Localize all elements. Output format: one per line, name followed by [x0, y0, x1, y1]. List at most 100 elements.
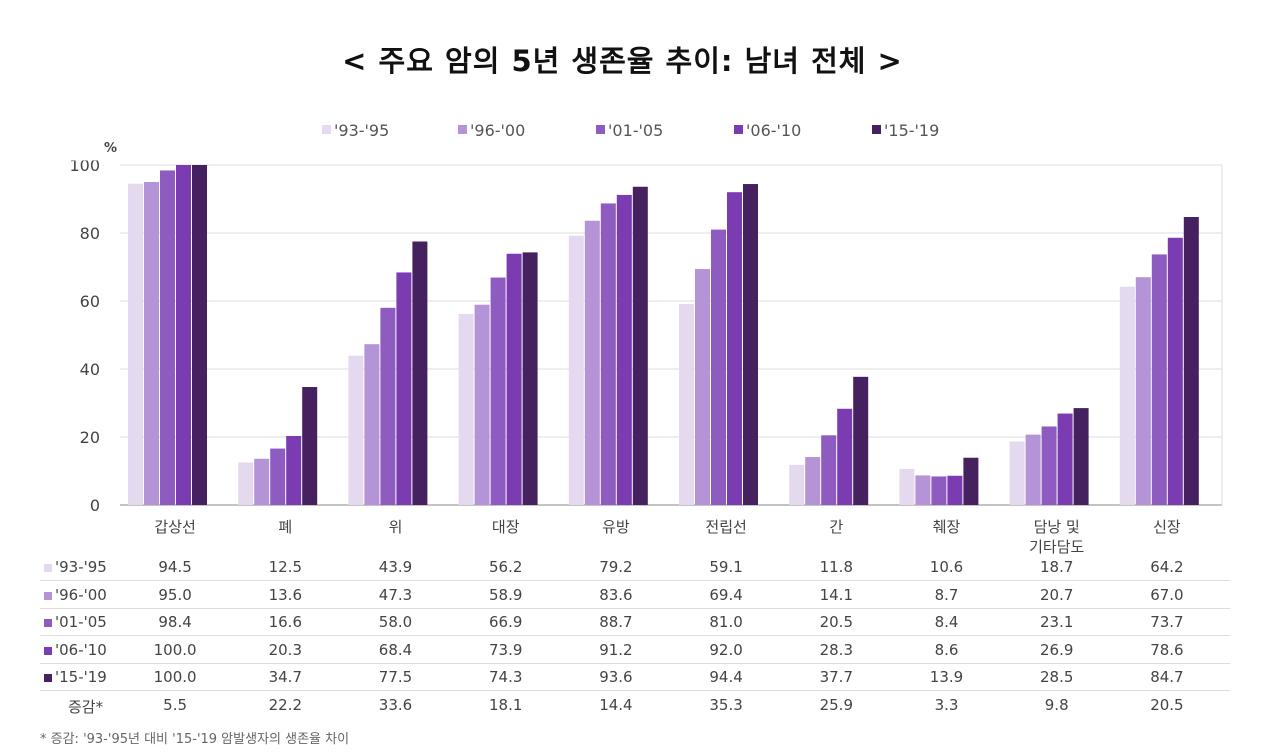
table-cell: 3.3 — [934, 695, 959, 714]
bar — [474, 304, 490, 505]
table-row: '93-'95 94.5 12.5 43.9 56.2 79.2 59.1 11.8 10.6 1… — [40, 553, 1230, 581]
table-cell: 73.7 — [1150, 613, 1184, 631]
table-cell: 100.0 — [153, 668, 197, 686]
legend-label: '96-'00 — [470, 121, 525, 140]
bar — [396, 272, 412, 505]
row-label: '06-'10 — [44, 641, 107, 659]
legend-swatch — [872, 125, 881, 134]
table-cell: 84.7 — [1150, 668, 1184, 686]
bar — [412, 241, 428, 505]
bar — [490, 277, 506, 505]
table-cell: 88.7 — [599, 613, 633, 631]
table-cell: 10.6 — [929, 558, 964, 576]
table-cell: 25.9 — [819, 695, 853, 714]
bar — [270, 448, 286, 505]
table-cell: 8.7 — [934, 585, 959, 604]
y-tick-label: 80 — [80, 224, 100, 243]
table-cell: 16.6 — [268, 613, 302, 631]
bar — [837, 408, 853, 505]
legend-swatch — [44, 646, 52, 655]
legend-swatch — [596, 125, 605, 134]
legend-swatch — [44, 564, 52, 572]
x-tick-label: 갑상선 — [154, 518, 195, 536]
x-tick-label: 전립선 — [705, 518, 746, 536]
row-label: '93-'95 — [44, 558, 107, 576]
bar — [727, 192, 742, 505]
table-cell: 95.0 — [158, 585, 192, 604]
table-cell: 5.5 — [163, 695, 188, 714]
table-cell: 64.2 — [1150, 558, 1184, 576]
table-cell: 94.5 — [158, 558, 192, 576]
y-tick-label: 100 — [69, 156, 100, 175]
table-cell: 77.5 — [378, 668, 413, 686]
x-tick-label: 대장 — [492, 518, 520, 536]
legend-swatch — [44, 619, 52, 627]
table-cell: 67.0 — [1150, 585, 1184, 604]
bar — [1151, 254, 1167, 505]
legend-label: '01-'05 — [608, 121, 663, 140]
x-tick-label: 신장 — [1153, 518, 1181, 536]
table-cell: 22.2 — [268, 695, 302, 714]
chart-title: < 주요 암의 5년 생존율 추이: 남녀 전체 > — [342, 44, 903, 78]
bar — [522, 252, 538, 505]
table-cell: 78.6 — [1150, 640, 1184, 659]
row-label: 증감* — [68, 697, 104, 716]
bar — [176, 165, 191, 505]
table-cell: 93.6 — [599, 668, 633, 686]
bar — [286, 435, 302, 505]
table-cell: 14.4 — [599, 695, 633, 714]
row-label: '96-'00 — [44, 586, 107, 604]
table-row: '06-'10 100.0 20.3 68.4 73.9 91.2 92.0 28.3 8.6 2… — [40, 636, 1230, 664]
x-tick-label: 담낭 및 — [1034, 518, 1080, 536]
bar — [616, 194, 632, 506]
table-cell: 73.9 — [488, 640, 523, 659]
legend-swatch — [734, 125, 743, 134]
bar — [380, 307, 396, 505]
x-tick-label: 췌장 — [933, 518, 961, 536]
bar — [821, 435, 837, 505]
x-tick-label: 간 — [829, 518, 843, 536]
legend-swatch — [458, 125, 467, 134]
bar — [632, 186, 648, 505]
bar — [568, 235, 584, 505]
table-row: 증감* 5.5 22.2 33.6 18.1 14.4 35.3 25.9 3.3 9.8 20.5 — [40, 691, 1230, 718]
table-cell: 11.8 — [819, 558, 853, 576]
bar — [1041, 426, 1057, 505]
table-cell: 9.8 — [1044, 695, 1069, 714]
bar — [238, 462, 254, 505]
table-cell: 91.2 — [599, 640, 633, 659]
x-tick-label: 기타담도 — [1029, 538, 1084, 556]
table-cell: 23.1 — [1039, 613, 1074, 631]
row-label: '01-'05 — [44, 613, 107, 631]
y-tick-label: 0 — [90, 496, 100, 515]
table-cell: 37.7 — [819, 668, 853, 686]
table-cell: 83.6 — [599, 585, 633, 604]
bar — [931, 476, 947, 505]
table-cell: 59.1 — [709, 558, 743, 576]
bar — [600, 203, 616, 506]
legend-swatch — [44, 591, 52, 600]
table-cell: 8.6 — [934, 640, 959, 659]
table-cell: 92.0 — [709, 640, 743, 659]
table-cell: 94.4 — [709, 668, 743, 686]
table-row: '96-'00 95.0 13.6 47.3 58.9 83.6 69.4 14.1 8.7 20… — [40, 581, 1230, 609]
table-row: '01-'05 98.4 16.6 58.0 66.9 88.7 81.0 20.5 8.4 23… — [40, 608, 1230, 636]
legend-swatch — [44, 674, 52, 682]
bar — [364, 344, 380, 505]
bar — [348, 355, 364, 505]
table-row: '15-'19 100.0 34.7 77.5 74.3 93.6 94.4 37.7 13.9… — [40, 663, 1230, 691]
table-cell: 43.9 — [378, 558, 413, 576]
bar — [947, 475, 963, 505]
bar — [789, 464, 805, 505]
bar — [128, 183, 143, 505]
table-cell: 100.0 — [153, 640, 197, 659]
bar — [302, 387, 318, 505]
y-tick-label: 20 — [80, 428, 100, 447]
table-cell: 35.3 — [709, 695, 743, 714]
footnote: * 증감: '93-'95년 대비 '15-'19 암발생자의 생존율 차이 — [40, 732, 350, 747]
bar — [144, 182, 159, 505]
legend-label: '93-'95 — [334, 121, 389, 140]
y-tick-label: 40 — [80, 360, 100, 379]
bar — [254, 458, 270, 505]
y-tick-label: 60 — [80, 292, 100, 311]
